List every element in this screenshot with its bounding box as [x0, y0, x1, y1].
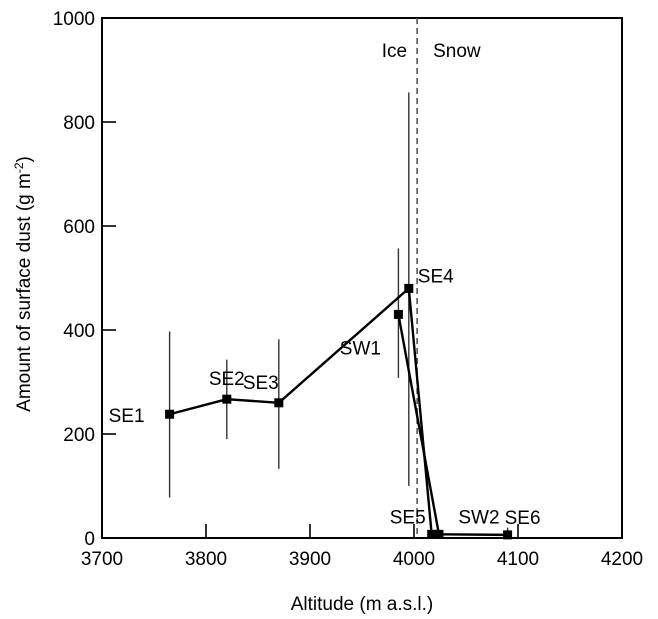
point-label-se1: SE1: [109, 406, 145, 427]
marker-se5: [427, 529, 437, 539]
point-label-se5: SE5: [390, 507, 426, 528]
series-line-2: [397, 314, 441, 535]
marker-sw2: [434, 529, 444, 539]
snow-label: Snow: [433, 41, 481, 62]
point-label-se4: SE4: [418, 266, 454, 287]
x-tick-label: 4200: [601, 549, 643, 570]
x-tick-label: 3800: [185, 549, 227, 570]
x-tick-label: 3700: [81, 549, 123, 570]
y-tick-label: 200: [63, 425, 95, 446]
point-label-se6: SE6: [505, 508, 541, 529]
data-markers: [165, 283, 513, 540]
point-label-se2: SE2: [209, 369, 245, 390]
series-lines: [169, 287, 508, 537]
y-axis-title-close: ): [14, 156, 35, 162]
x-tick-label: 4100: [497, 549, 539, 570]
marker-sw1: [393, 309, 403, 319]
y-tick-label: 800: [63, 113, 95, 134]
series-line-1: [169, 287, 508, 537]
point-label-sw2: SW2: [458, 507, 499, 528]
y-axis-title-main: Amount of surface dust (g m: [14, 173, 35, 412]
y-tick-label: 0: [84, 529, 95, 550]
y-tick-label: 1000: [53, 9, 95, 30]
y-axis-ticks: 0 200 400 600 800 1000: [53, 9, 116, 550]
marker-se3: [274, 398, 284, 408]
plot-frame: [101, 17, 623, 539]
error-bars: [168, 92, 509, 535]
ice-label: Ice: [382, 41, 407, 62]
x-axis-title: Altitude (m a.s.l.): [291, 594, 434, 615]
x-tick-label: 4000: [393, 549, 435, 570]
point-label-se3: SE3: [243, 373, 279, 394]
y-axis-title-superscript: -2: [12, 162, 26, 173]
point-label-sw1: SW1: [340, 338, 381, 359]
marker-se6: [503, 530, 513, 540]
y-axis-title: Amount of surface dust (g m-2): [12, 156, 35, 412]
marker-se1: [165, 409, 175, 419]
y-tick-label: 600: [63, 217, 95, 238]
marker-se2: [222, 394, 232, 404]
marker-se4: [404, 283, 414, 293]
x-axis-ticks: 3700 3800 3900 4000 4100 4200: [81, 524, 643, 570]
y-tick-label: 400: [63, 321, 95, 342]
x-tick-label: 3900: [289, 549, 331, 570]
